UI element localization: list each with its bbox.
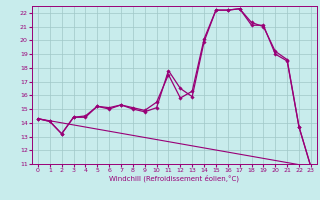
X-axis label: Windchill (Refroidissement éolien,°C): Windchill (Refroidissement éolien,°C) — [109, 175, 239, 182]
